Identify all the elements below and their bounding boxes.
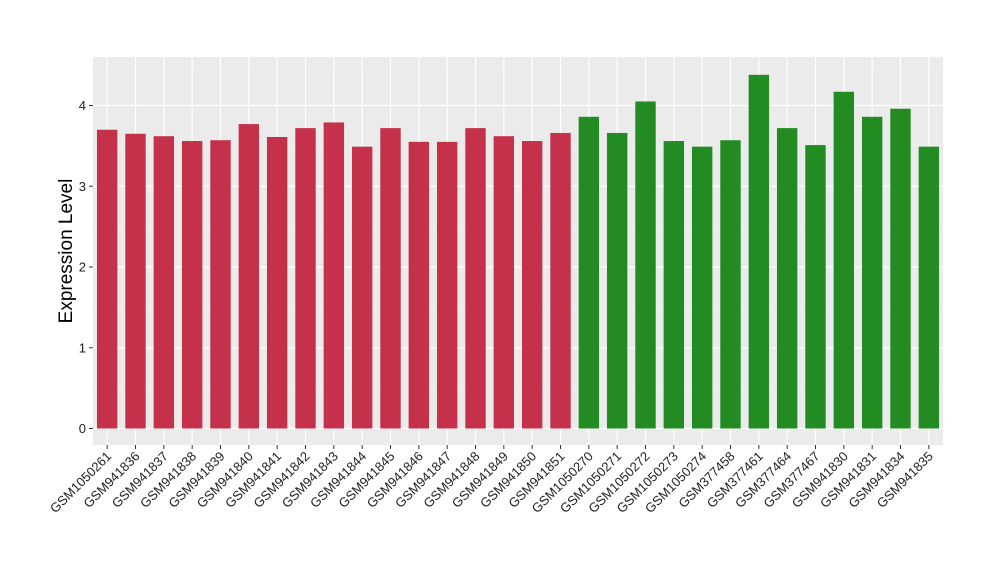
y-tick-label: 2 [79,260,86,275]
bar-GSM1050271 [606,132,628,429]
bar-GSM1050274 [691,146,713,429]
bar-GSM941836 [125,133,146,429]
y-axis-label: Expression Level [56,179,77,324]
bar-GSM1050261 [96,129,118,429]
y-tick-label: 1 [79,340,86,355]
bar-GSM377461 [748,74,770,429]
bar-GSM941850 [521,141,543,429]
bar-GSM941830 [833,91,855,429]
bar-GSM377458 [720,140,741,429]
bar-GSM941843 [323,122,345,429]
bar-GSM941840 [238,124,260,429]
bar-GSM941837 [153,136,175,429]
bar-GSM941846 [408,141,430,429]
bar-GSM941839 [210,140,231,429]
bar-GSM941838 [181,141,203,429]
bar-GSM941845 [380,128,401,429]
y-tick-label: 4 [79,98,86,113]
bar-GSM1050273 [663,141,685,429]
bar-GSM377467 [805,145,826,429]
bar-GSM941831 [861,116,883,429]
bar-GSM941842 [295,128,316,429]
bar-GSM941835 [918,146,940,429]
y-tick-label: 0 [79,421,86,436]
bar-GSM941847 [436,141,458,429]
bar-GSM941844 [351,146,373,429]
bar-GSM1050272 [635,101,656,429]
bars [96,74,940,429]
bar-GSM1050270 [578,116,600,429]
y-axis: 0 1 2 3 4 [79,98,93,436]
plot-panel [93,57,943,445]
x-axis: GSM1050261GSM941836GSM941837GSM941838GSM… [47,445,936,516]
bar-GSM377464 [776,128,798,429]
bar-GSM941848 [465,128,486,429]
bar-GSM941851 [550,132,571,429]
bar-GSM941849 [493,136,515,429]
bar-GSM941834 [890,108,911,429]
bar-GSM941841 [266,136,288,429]
y-tick-label: 3 [79,179,86,194]
